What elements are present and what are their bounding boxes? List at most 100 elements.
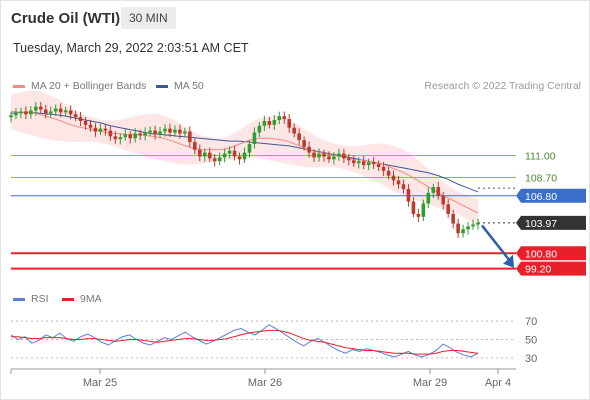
legend-ma50-label: MA 50 bbox=[174, 80, 204, 92]
candle-body bbox=[371, 162, 376, 165]
candle-body bbox=[327, 156, 331, 160]
level-tag-103-97: 103.97 bbox=[516, 215, 586, 230]
rsi-tick-30: 30 bbox=[525, 353, 537, 365]
legend-ma20-label: MA 20 + Bollinger Bands bbox=[31, 80, 147, 92]
candle-body bbox=[376, 164, 381, 167]
candle-body bbox=[267, 121, 272, 125]
rsi-swatch bbox=[13, 297, 25, 301]
bollinger-band bbox=[11, 90, 478, 227]
candle-body bbox=[471, 224, 475, 227]
credit-text: Research © 2022 Trading Central bbox=[424, 80, 581, 92]
ma20-swatch bbox=[13, 84, 25, 88]
legend-9ma: 9MA bbox=[62, 293, 102, 305]
candle-body bbox=[88, 124, 93, 128]
candle-body bbox=[252, 132, 257, 144]
legend-9ma-label: 9MA bbox=[80, 293, 102, 305]
candle-body bbox=[212, 158, 217, 162]
candle-body bbox=[351, 160, 356, 164]
candle-body bbox=[178, 129, 182, 134]
timestamp: Tuesday, March 29, 2022 2:03:51 AM CET bbox=[13, 41, 249, 55]
ma20-line bbox=[10, 110, 479, 214]
candle-body bbox=[456, 223, 460, 234]
candle-body bbox=[217, 157, 222, 162]
candle-body bbox=[188, 131, 192, 143]
candle-body bbox=[337, 153, 341, 157]
candle-body bbox=[68, 110, 73, 115]
candle-body bbox=[307, 146, 311, 153]
candle-body bbox=[237, 156, 242, 160]
ma50-swatch bbox=[156, 84, 168, 88]
candle-body bbox=[232, 150, 237, 157]
candle-body bbox=[347, 158, 351, 161]
candle-body bbox=[158, 131, 162, 135]
candle-body bbox=[73, 114, 78, 118]
candle-body bbox=[396, 180, 401, 185]
candle-body bbox=[14, 113, 18, 116]
candle-body bbox=[426, 192, 431, 204]
candle-body bbox=[202, 152, 207, 157]
level-tag-text: 100.80 bbox=[525, 248, 557, 260]
level-tag-bg bbox=[516, 188, 586, 203]
candle-body bbox=[277, 116, 282, 121]
candle-body bbox=[461, 229, 465, 234]
rsi-tick-50: 50 bbox=[525, 335, 537, 347]
timeframe-badge[interactable]: 30 MIN bbox=[121, 7, 176, 29]
candle-body bbox=[39, 106, 43, 110]
candle-body bbox=[173, 129, 177, 133]
level-tag-bg bbox=[516, 215, 586, 230]
candle-body bbox=[386, 170, 391, 176]
candle-body bbox=[332, 156, 336, 160]
x-label-Mar-25: Mar 25 bbox=[83, 377, 117, 389]
candle-body bbox=[391, 175, 396, 181]
instrument-title: Crude Oil (WTI) bbox=[11, 10, 121, 27]
candle-body bbox=[356, 161, 361, 164]
candle-body bbox=[58, 108, 63, 113]
candle-body bbox=[381, 167, 386, 171]
level-tag-bg bbox=[516, 246, 586, 261]
candle-body bbox=[128, 134, 133, 139]
level-tag-text: 99.20 bbox=[525, 264, 551, 276]
level-tag-99-20: 99.20 bbox=[516, 261, 586, 276]
x-label-Apr-4: Apr 4 bbox=[485, 377, 511, 389]
candle-body bbox=[83, 121, 88, 125]
candle-body bbox=[193, 142, 197, 150]
level-tag-106-80: 106.80 bbox=[516, 188, 586, 203]
candle-body bbox=[282, 116, 287, 120]
forecast-arrow-shaft bbox=[481, 224, 510, 261]
candle-body bbox=[24, 111, 28, 115]
candle-body bbox=[297, 133, 301, 141]
candle-body bbox=[168, 128, 172, 133]
candle-body bbox=[78, 117, 83, 121]
ma9-swatch bbox=[62, 297, 74, 301]
candle-body bbox=[416, 213, 421, 217]
candle-body bbox=[48, 111, 53, 114]
candle-body bbox=[406, 189, 411, 202]
candle-body bbox=[312, 152, 316, 158]
candle-body bbox=[43, 109, 48, 114]
candle-body bbox=[322, 153, 326, 157]
candle-body bbox=[53, 108, 58, 112]
candle-body bbox=[446, 204, 450, 214]
candle-body bbox=[9, 115, 13, 118]
candle-body bbox=[197, 149, 202, 157]
candle-body bbox=[366, 162, 371, 166]
candle-body bbox=[342, 153, 346, 159]
level-tag-text: 106.80 bbox=[525, 191, 557, 203]
x-label-Mar-26: Mar 26 bbox=[248, 377, 282, 389]
rsi-9ma-line bbox=[11, 329, 479, 355]
level-label-108-70: 108.70 bbox=[525, 173, 557, 185]
candle-body bbox=[183, 131, 187, 134]
rsi-tick-70: 70 bbox=[525, 316, 537, 328]
candle-body bbox=[123, 134, 128, 138]
legend-ma20: MA 20 + Bollinger Bands bbox=[13, 80, 146, 92]
candle-body bbox=[436, 187, 441, 196]
candle-body bbox=[431, 187, 436, 193]
level-tag-bg bbox=[516, 261, 586, 276]
candle-body bbox=[421, 203, 426, 217]
candle-body bbox=[138, 133, 142, 136]
candle-body bbox=[98, 128, 103, 132]
candle-body bbox=[466, 226, 470, 230]
candle-body bbox=[29, 110, 33, 115]
level-tag-100-80: 100.80 bbox=[516, 246, 586, 261]
